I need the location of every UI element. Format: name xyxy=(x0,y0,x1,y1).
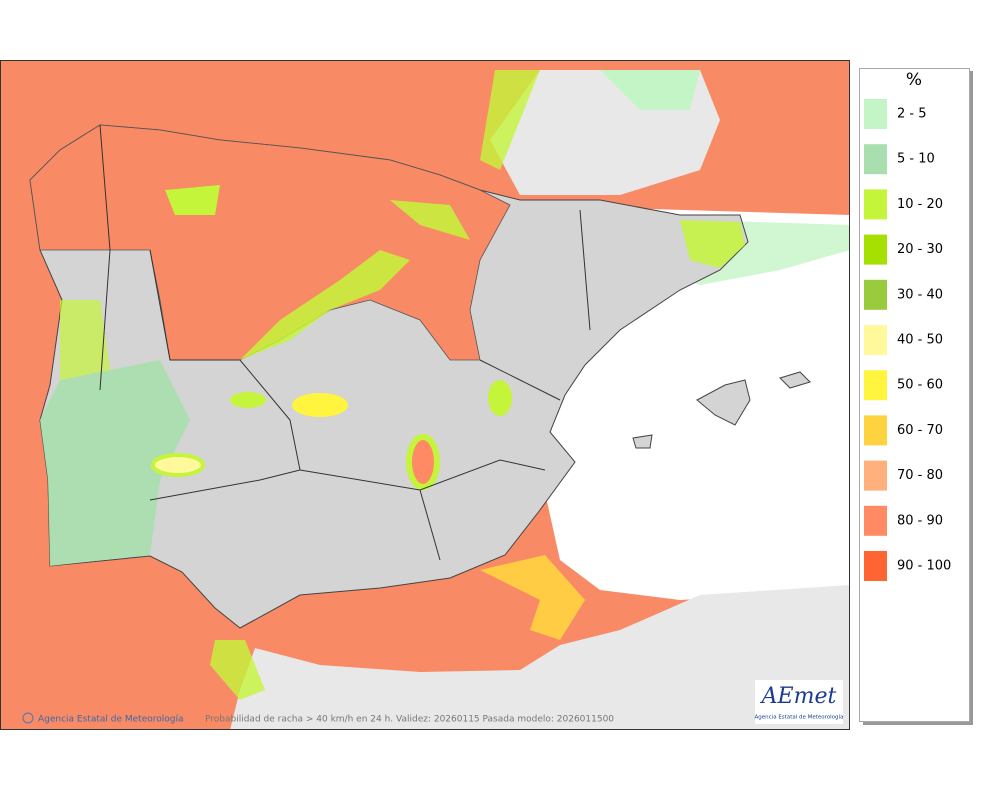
map-layer: Agencia Estatal de Meteorología Probabil… xyxy=(0,60,850,730)
france-band xyxy=(480,70,540,170)
yellow-spot xyxy=(151,453,205,477)
menorca xyxy=(779,371,811,389)
green-spot xyxy=(165,185,220,215)
west-green-area xyxy=(40,360,190,566)
border-portugal xyxy=(99,124,111,391)
logo-box xyxy=(755,680,843,724)
legend-swatch xyxy=(864,99,887,129)
green-spot xyxy=(390,200,470,240)
legend-label: 40 - 50 xyxy=(897,333,943,348)
legend-label: 2 - 5 xyxy=(897,107,927,122)
ibiza xyxy=(632,434,653,449)
legend-label: 30 - 40 xyxy=(897,287,943,302)
legend-label: 90 - 100 xyxy=(897,559,951,574)
legend-label: 80 - 90 xyxy=(897,513,943,528)
caption: Probabilidad de racha > 40 km/h en 24 h.… xyxy=(205,715,614,725)
region-border xyxy=(149,249,301,501)
legend-label: 5 - 10 xyxy=(897,152,935,167)
legend-label: 10 - 20 xyxy=(897,197,943,212)
legend-title: % xyxy=(906,70,922,90)
logo-name: AEmet xyxy=(760,684,837,709)
legend-swatch xyxy=(864,370,887,401)
green-spot xyxy=(230,392,266,408)
credit: Agencia Estatal de Meteorología xyxy=(38,715,184,725)
catalonia-band xyxy=(680,220,745,268)
region-border xyxy=(419,489,441,561)
legend-items: 2 - 5 5 - 10 10 - 20 20 - 30 30 - 40 40 - 50 5… xyxy=(864,99,951,581)
map-frame xyxy=(0,60,850,730)
legend-swatch xyxy=(864,234,887,265)
copyright-icon xyxy=(22,712,34,724)
alboran xyxy=(230,555,580,665)
legend-label: 70 - 80 xyxy=(897,468,943,483)
legend-swatch xyxy=(864,189,887,220)
mallorca xyxy=(696,379,751,426)
alboran-band xyxy=(480,555,585,640)
legend-label: 60 - 70 xyxy=(897,423,943,438)
africa xyxy=(230,585,850,730)
strait-band xyxy=(210,640,265,700)
legend-label: 20 - 30 xyxy=(897,242,943,257)
legend-swatch xyxy=(864,415,887,446)
legend-swatch xyxy=(864,279,887,310)
region-border xyxy=(479,359,561,401)
yellow-spot xyxy=(292,393,348,417)
legend-label: 50 - 60 xyxy=(897,378,943,393)
region-border xyxy=(579,209,591,331)
legend-swatch xyxy=(864,551,887,581)
green-spot xyxy=(488,380,512,416)
legend-swatch xyxy=(864,505,887,536)
region-border xyxy=(299,459,546,491)
portugal-band xyxy=(60,300,110,380)
legend-swatch xyxy=(864,144,887,175)
transition-band xyxy=(240,250,410,360)
orange-spot xyxy=(406,434,440,490)
france-band xyxy=(600,70,700,110)
logo-subtitle: Agencia Estatal de Meteorología xyxy=(755,714,844,721)
legend-swatch xyxy=(864,460,887,491)
legend-swatch xyxy=(864,325,887,355)
